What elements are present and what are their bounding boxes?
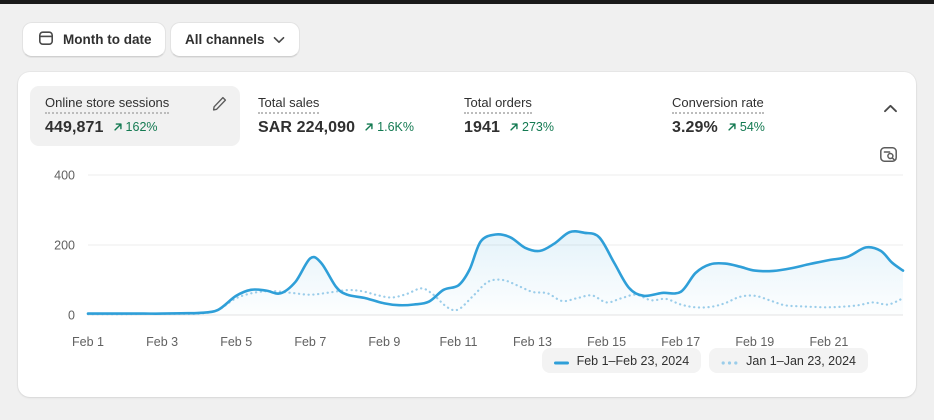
metric-label: Online store sessions <box>45 95 170 114</box>
metric-label: Conversion rate <box>672 95 764 114</box>
metric-value: SAR 224,090 <box>258 119 356 136</box>
metric-delta-badge: 54% <box>727 120 765 134</box>
channels-button[interactable]: All channels <box>170 22 300 57</box>
legend-current-period: Feb 1–Feb 23, 2024 <box>541 348 702 373</box>
legend-previous-period: Jan 1–Jan 23, 2024 <box>709 348 868 373</box>
solid-line-swatch-icon <box>553 354 569 368</box>
trend-up-icon <box>728 123 736 131</box>
trend-up-icon <box>365 123 373 131</box>
trend-up-icon <box>113 123 122 131</box>
channels-label: All channels <box>185 32 265 47</box>
date-range-button[interactable]: Month to date <box>22 22 167 57</box>
explore-data-button[interactable] <box>876 142 901 167</box>
top-strip <box>0 0 934 4</box>
legend-label: Jan 1–Jan 23, 2024 <box>746 353 856 368</box>
metric-value: 3.29% <box>672 119 718 136</box>
legend-label: Feb 1–Feb 23, 2024 <box>576 353 690 368</box>
calendar-icon <box>37 29 55 50</box>
dotted-line-swatch-icon <box>721 354 738 368</box>
pencil-icon <box>211 96 228 115</box>
metric-total-orders[interactable]: Total orders 1941 273% <box>464 94 554 137</box>
metric-value: 449,871 <box>45 119 104 136</box>
analytics-overview-panel: Online store sessions 449,871 162% <box>18 72 916 397</box>
collapse-panel-button[interactable] <box>881 102 900 115</box>
date-range-label: Month to date <box>63 32 152 47</box>
metric-label: Total orders <box>464 95 532 114</box>
metric-delta-badge: 162% <box>113 120 158 134</box>
metric-value: 1941 <box>464 119 500 136</box>
chevron-down-icon <box>273 32 285 47</box>
metric-conversion-rate[interactable]: Conversion rate 3.29% 54% <box>672 94 765 137</box>
report-search-icon <box>878 147 899 168</box>
metric-total-sales[interactable]: Total sales SAR 224,090 1.6K% <box>258 94 414 137</box>
trend-up-icon <box>510 123 518 131</box>
metric-label: Total sales <box>258 95 320 114</box>
metric-delta-badge: 1.6K% <box>364 120 414 134</box>
metric-card-online-store-sessions[interactable]: Online store sessions 449,871 162% <box>30 86 240 146</box>
metric-delta-badge: 273% <box>509 120 554 134</box>
chart-legend: Feb 1–Feb 23, 2024 Jan 1–Jan 23, 2024 <box>541 348 868 373</box>
edit-metric-button[interactable] <box>211 95 228 112</box>
chevron-up-icon <box>883 101 898 116</box>
